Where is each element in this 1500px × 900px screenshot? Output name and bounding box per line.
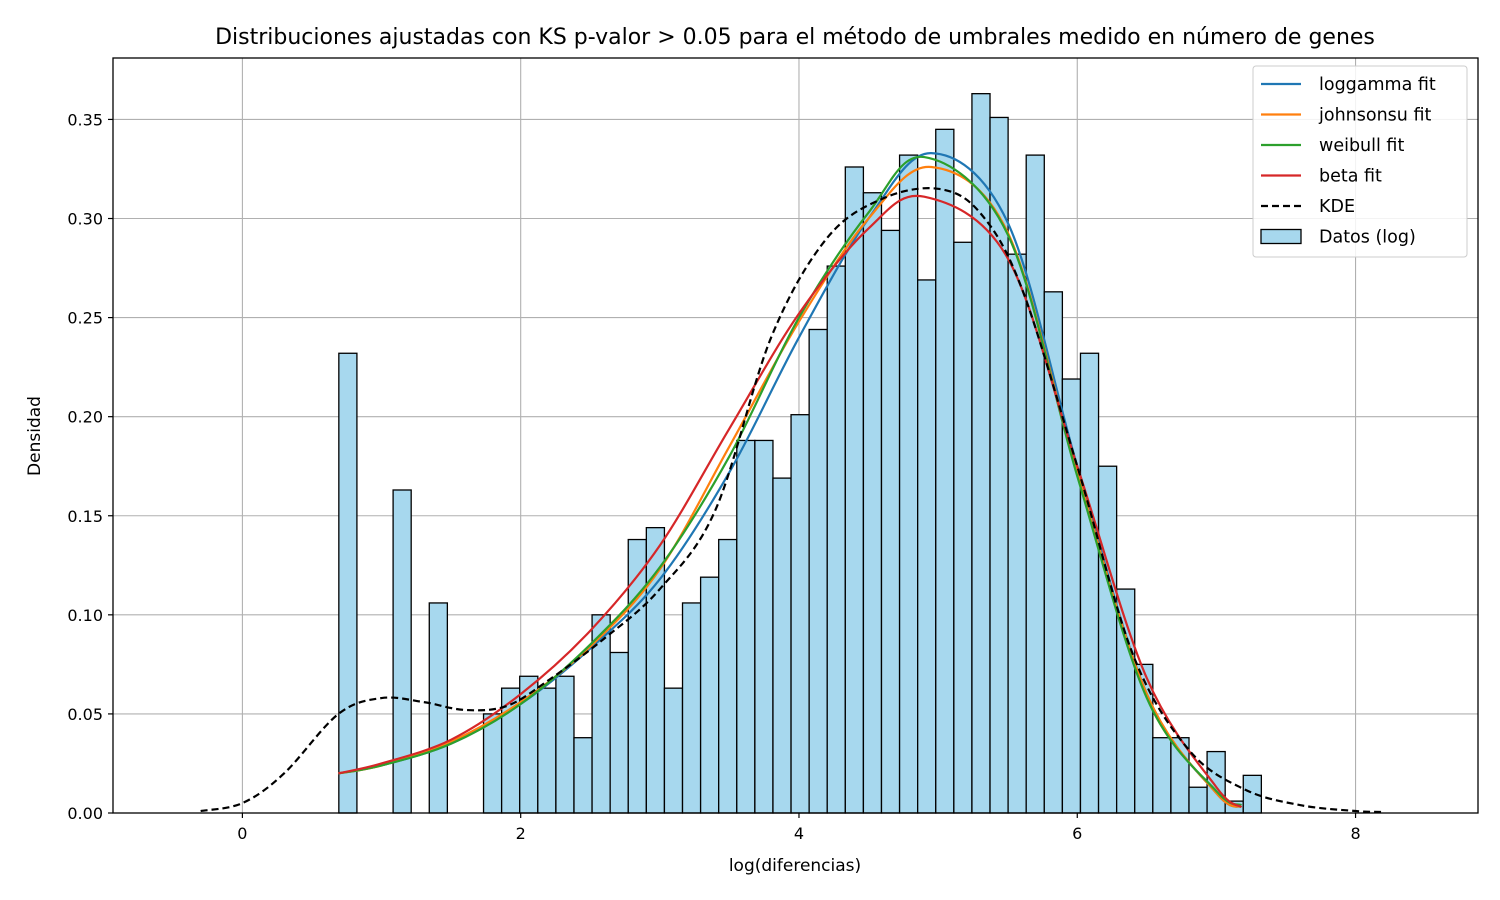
legend-box bbox=[1252, 65, 1468, 258]
x-axis-label: log(diferencias) bbox=[729, 856, 861, 876]
histogram-bar bbox=[1043, 291, 1064, 814]
histogram-bar bbox=[953, 241, 973, 814]
series-line-weibull-fit bbox=[338, 155, 1242, 807]
histogram-bar bbox=[627, 538, 647, 814]
legend-swatch bbox=[1260, 228, 1302, 245]
histogram-bar bbox=[826, 265, 846, 814]
x-tick-label: 2 bbox=[516, 824, 526, 843]
fit-lines bbox=[200, 152, 1384, 814]
legend-label: beta fit bbox=[1319, 167, 1382, 187]
histogram-bar bbox=[772, 477, 792, 814]
histogram-bar bbox=[1188, 786, 1208, 814]
y-axis-ticks: 0.00 0.05 0.10 0.15 0.20 0.25 0.30 0.35 bbox=[67, 110, 113, 823]
histogram-bar bbox=[573, 737, 593, 814]
x-axis-ticks: 0 2 4 6 8 bbox=[237, 813, 1361, 843]
histogram-bar bbox=[1097, 465, 1118, 814]
histogram-bar bbox=[537, 687, 557, 814]
histogram-bar bbox=[862, 192, 883, 814]
histogram-bar bbox=[1206, 750, 1226, 814]
histogram-bar bbox=[482, 713, 503, 814]
histogram-bar bbox=[338, 352, 358, 814]
histogram-bar bbox=[844, 166, 865, 814]
histogram-bar bbox=[880, 229, 901, 814]
histogram-bar bbox=[718, 538, 738, 814]
legend-label: johnsonsu fit bbox=[1318, 106, 1431, 126]
legend-label: KDE bbox=[1319, 197, 1355, 217]
histogram-bar bbox=[736, 439, 756, 814]
y-tick-label: 0.30 bbox=[67, 210, 103, 229]
y-tick-label: 0.15 bbox=[67, 507, 103, 526]
x-tick-label: 8 bbox=[1350, 824, 1360, 843]
y-tick-label: 0.25 bbox=[67, 309, 103, 328]
y-tick-label: 0.35 bbox=[67, 110, 103, 129]
histogram-bar bbox=[989, 116, 1009, 814]
histogram-bar bbox=[681, 602, 702, 814]
legend-label: weibull fit bbox=[1319, 136, 1404, 156]
y-tick-label: 0.00 bbox=[67, 804, 103, 823]
histogram-bar bbox=[935, 128, 955, 814]
x-tick-label: 0 bbox=[237, 824, 247, 843]
histogram-bar bbox=[392, 489, 412, 814]
series-line-beta-fit bbox=[338, 194, 1243, 809]
histogram-bar bbox=[645, 526, 666, 814]
chart-title: Distribuciones ajustadas con KS p-valor … bbox=[215, 25, 1375, 50]
histogram-bar bbox=[917, 279, 937, 814]
plot-frame bbox=[112, 57, 1479, 814]
histogram-bar bbox=[808, 328, 828, 814]
histogram-bar bbox=[1079, 352, 1100, 814]
histogram-bar bbox=[754, 439, 774, 814]
legend-label: Datos (log) bbox=[1319, 228, 1416, 248]
histogram-bar bbox=[555, 675, 575, 814]
histogram-bar bbox=[790, 414, 810, 814]
histogram-bar bbox=[1025, 154, 1045, 814]
series-line-kde bbox=[200, 187, 1384, 814]
histogram-bar bbox=[699, 576, 720, 814]
histogram-bar bbox=[428, 602, 449, 814]
y-tick-label: 0.10 bbox=[67, 606, 103, 625]
legend: loggamma fit johnsonsu fit weibull fit beta… bbox=[1252, 65, 1468, 258]
x-tick-label: 4 bbox=[794, 824, 804, 843]
legend-label: loggamma fit bbox=[1319, 75, 1436, 95]
histogram-bar bbox=[609, 651, 629, 814]
histogram-bar bbox=[1007, 253, 1027, 814]
histogram-bar bbox=[898, 154, 919, 814]
histogram-bar bbox=[663, 687, 684, 814]
histogram-bar bbox=[1152, 737, 1172, 814]
y-tick-label: 0.20 bbox=[67, 408, 103, 427]
histogram-bars bbox=[338, 93, 1263, 814]
y-axis-label: Densidad bbox=[25, 396, 45, 476]
x-tick-label: 6 bbox=[1072, 824, 1082, 843]
y-tick-label: 0.05 bbox=[67, 705, 103, 724]
